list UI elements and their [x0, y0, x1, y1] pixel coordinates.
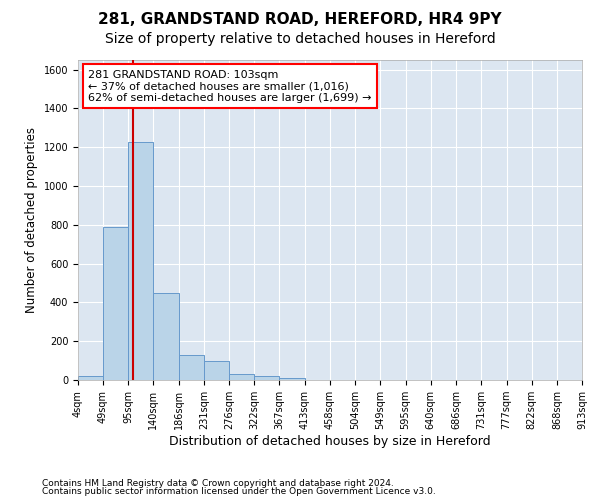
Bar: [78, 376, 103, 380]
Bar: [254, 376, 279, 380]
Text: Size of property relative to detached houses in Hereford: Size of property relative to detached ho…: [104, 32, 496, 46]
Bar: [128, 142, 154, 380]
Y-axis label: Number of detached properties: Number of detached properties: [25, 127, 38, 313]
Bar: [103, 227, 128, 380]
X-axis label: Distribution of detached houses by size in Hereford: Distribution of detached houses by size …: [169, 435, 491, 448]
Text: Contains HM Land Registry data © Crown copyright and database right 2024.: Contains HM Land Registry data © Crown c…: [42, 478, 394, 488]
Text: 281 GRANDSTAND ROAD: 103sqm
← 37% of detached houses are smaller (1,016)
62% of : 281 GRANDSTAND ROAD: 103sqm ← 37% of det…: [88, 70, 371, 103]
Bar: [154, 292, 179, 380]
Bar: [229, 374, 254, 380]
Text: Contains public sector information licensed under the Open Government Licence v3: Contains public sector information licen…: [42, 487, 436, 496]
Bar: [204, 360, 229, 380]
Text: 281, GRANDSTAND ROAD, HEREFORD, HR4 9PY: 281, GRANDSTAND ROAD, HEREFORD, HR4 9PY: [98, 12, 502, 28]
Bar: [179, 355, 204, 380]
Bar: [279, 378, 305, 380]
